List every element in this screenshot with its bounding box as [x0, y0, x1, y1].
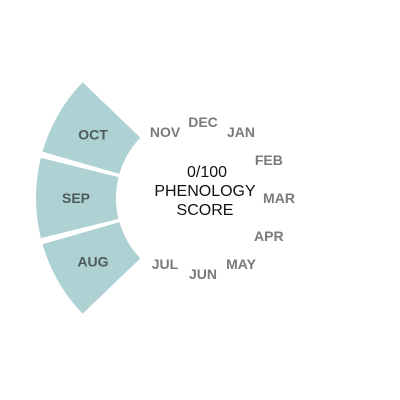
segment-oct	[42, 82, 141, 174]
segment-aug	[42, 222, 141, 314]
month-label-may: MAY	[226, 256, 256, 272]
month-label-nov: NOV	[150, 124, 181, 140]
segment-label-oct: OCT	[78, 127, 108, 143]
score-value: 0/100	[187, 164, 227, 181]
month-label-jan: JAN	[227, 124, 255, 140]
center-score: 0/100 PHENOLOGY SCORE	[154, 164, 256, 219]
segment-label-sep: SEP	[62, 190, 90, 206]
month-label-apr: APR	[254, 228, 284, 244]
month-label-jul: JUL	[152, 256, 179, 272]
score-title-line1: PHENOLOGY	[154, 183, 256, 200]
month-label-feb: FEB	[255, 152, 283, 168]
month-label-mar: MAR	[263, 190, 295, 206]
segment-sep	[35, 157, 119, 239]
segment-label-aug: AUG	[77, 254, 108, 270]
month-label-jun: JUN	[189, 266, 217, 282]
month-label-dec: DEC	[188, 114, 218, 130]
active-segments	[35, 82, 141, 314]
score-title-line2: SCORE	[177, 202, 234, 219]
